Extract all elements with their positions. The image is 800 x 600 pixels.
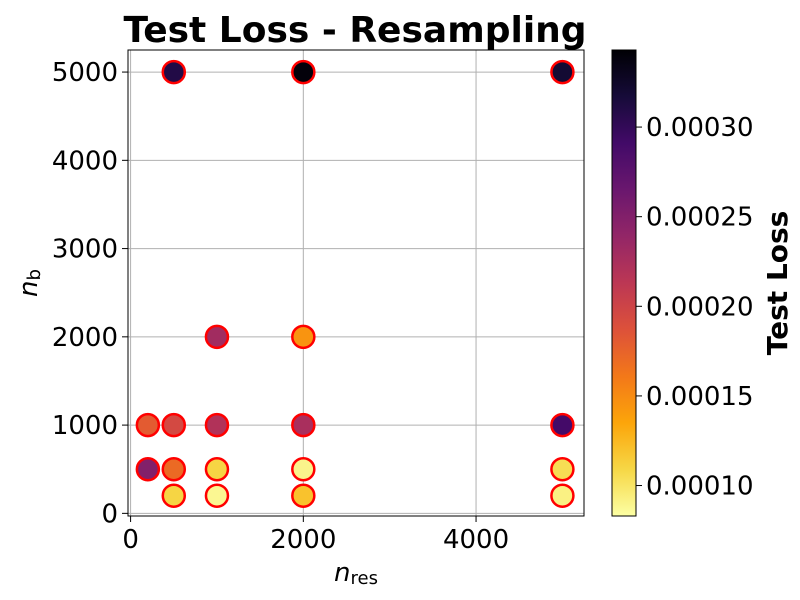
y-axis-label-main: n (14, 280, 44, 296)
x-axis-label: nres (334, 558, 378, 589)
y-axis-label-subscript: b (24, 269, 45, 280)
data-point (291, 412, 316, 438)
data-point (550, 483, 575, 508)
y-tick-label: 5000 (52, 58, 118, 88)
x-axis-ticks: 0 2000 4000 (122, 516, 509, 555)
data-point (161, 456, 187, 482)
data-point (291, 59, 316, 85)
chart-title: Test Loss - Resampling (123, 10, 586, 51)
grid-lines (128, 50, 584, 516)
data-point (291, 456, 316, 482)
data-point (550, 412, 575, 438)
data-point (204, 324, 230, 350)
data-point (291, 324, 316, 350)
y-tick-label: 0 (101, 499, 118, 529)
colorbar-tick-label: 0.00010 (646, 472, 754, 502)
data-point (135, 456, 161, 482)
data-point (161, 483, 187, 508)
y-axis-label: nb (14, 269, 45, 297)
x-tick-label: 0 (122, 525, 139, 555)
data-point (550, 59, 575, 85)
data-point (204, 456, 230, 482)
data-point (291, 483, 316, 508)
data-point (550, 456, 575, 482)
y-tick-label: 1000 (52, 411, 118, 441)
y-tick-label: 4000 (52, 146, 118, 176)
x-axis-label-main: n (334, 558, 350, 588)
data-point (161, 412, 187, 438)
x-tick-label: 4000 (443, 525, 509, 555)
y-axis-ticks: 0 1000 2000 3000 4000 5000 (52, 58, 128, 529)
x-tick-label: 2000 (270, 525, 336, 555)
colorbar-label: Test Loss (761, 211, 794, 356)
data-point (204, 412, 230, 438)
y-tick-label: 3000 (52, 235, 118, 265)
x-axis-label-subscript: res (351, 568, 378, 589)
plot-frame (127, 49, 585, 517)
colorbar-ticks: 0.00010 0.00015 0.00020 0.00025 0.00030 (636, 113, 754, 502)
y-tick-label: 2000 (52, 323, 118, 353)
colorbar-tick-label: 0.00030 (646, 113, 754, 143)
data-points (135, 59, 575, 508)
data-point (161, 59, 187, 85)
colorbar-tick-label: 0.00020 (646, 292, 754, 322)
data-point (135, 412, 161, 438)
colorbar (611, 49, 637, 517)
colorbar-tick-label: 0.00015 (646, 382, 754, 412)
colorbar-tick-label: 0.00025 (646, 203, 754, 233)
data-point (204, 483, 230, 508)
